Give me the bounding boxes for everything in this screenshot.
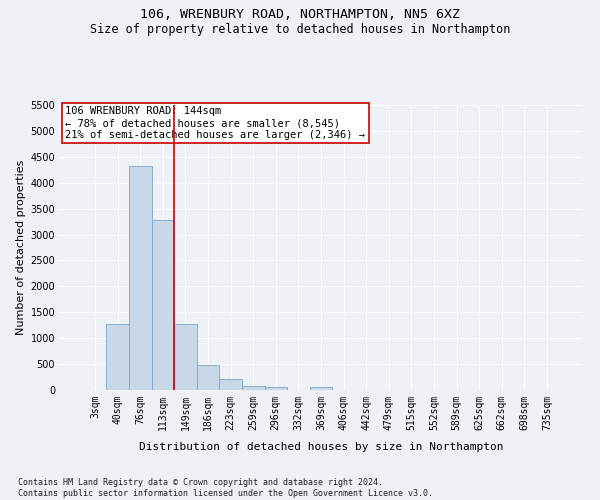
Text: 106 WRENBURY ROAD: 144sqm
← 78% of detached houses are smaller (8,545)
21% of se: 106 WRENBURY ROAD: 144sqm ← 78% of detac… [65, 106, 365, 140]
Bar [197, 365, 220, 390]
Text: 106, WRENBURY ROAD, NORTHAMPTON, NN5 6XZ: 106, WRENBURY ROAD, NORTHAMPTON, NN5 6XZ [140, 8, 460, 20]
Y-axis label: Number of detached properties: Number of detached properties [16, 160, 26, 335]
Bar [265, 387, 287, 390]
Bar [106, 324, 129, 390]
Bar [220, 379, 242, 390]
Bar [242, 386, 265, 390]
Bar [174, 324, 197, 390]
Bar [129, 166, 152, 390]
Bar [152, 220, 174, 390]
Text: Contains HM Land Registry data © Crown copyright and database right 2024.
Contai: Contains HM Land Registry data © Crown c… [18, 478, 433, 498]
Text: Distribution of detached houses by size in Northampton: Distribution of detached houses by size … [139, 442, 503, 452]
Bar [310, 387, 332, 390]
Text: Size of property relative to detached houses in Northampton: Size of property relative to detached ho… [90, 22, 510, 36]
